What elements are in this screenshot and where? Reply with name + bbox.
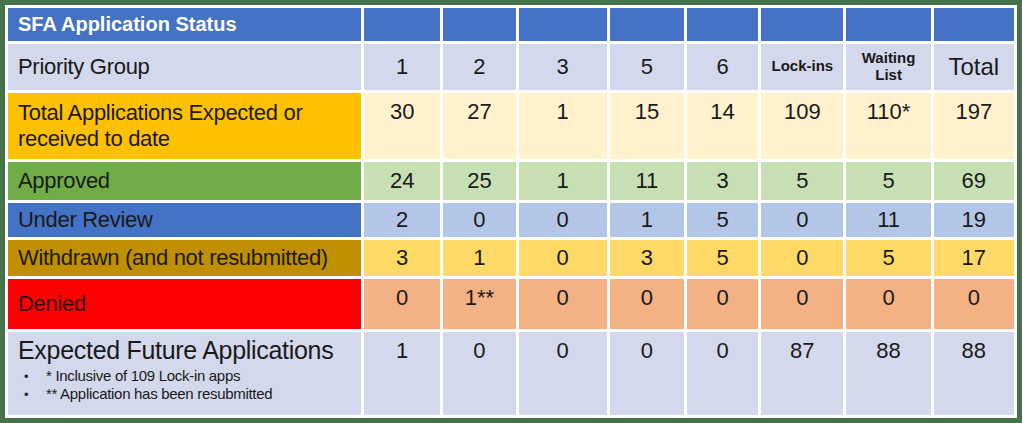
value-cell: 1 bbox=[519, 93, 607, 159]
row-label-approved: Approved bbox=[8, 162, 361, 200]
value-cell: 0 bbox=[761, 240, 843, 276]
value-cell: 0 bbox=[610, 279, 684, 329]
column-header-5: 5 bbox=[610, 44, 684, 90]
denied-row: Denied 0 1** 0 0 0 0 0 0 bbox=[8, 279, 1014, 329]
value-cell: 5 bbox=[687, 203, 758, 237]
column-header-2: 2 bbox=[443, 44, 515, 90]
value-cell: 88 bbox=[934, 332, 1014, 415]
value-cell: 0 bbox=[519, 203, 607, 237]
sfa-status-table-frame: SFA Application Status Priority Group 1 … bbox=[0, 0, 1022, 423]
row-label-total-applications: Total Applications Expected or received … bbox=[8, 93, 361, 159]
value-cell: 5 bbox=[846, 240, 930, 276]
value-cell: 0 bbox=[761, 203, 843, 237]
value-cell: 0 bbox=[610, 332, 684, 415]
value-cell: 5 bbox=[846, 162, 930, 200]
value-cell: 5 bbox=[761, 162, 843, 200]
value-cell: 1 bbox=[610, 203, 684, 237]
value-cell: 1 bbox=[519, 162, 607, 200]
value-cell: 0 bbox=[519, 279, 607, 329]
row-label-denied: Denied bbox=[8, 279, 361, 329]
value-cell: 0 bbox=[519, 332, 607, 415]
value-cell: 15 bbox=[610, 93, 684, 159]
row-label-expected-future: Expected Future Applications •* Inclusiv… bbox=[8, 332, 361, 415]
column-header-waiting-list: Waiting List bbox=[846, 44, 930, 90]
sfa-status-table: SFA Application Status Priority Group 1 … bbox=[5, 5, 1017, 418]
priority-group-header-row: Priority Group 1 2 3 5 6 Lock-ins Waitin… bbox=[8, 44, 1014, 90]
value-cell: 0 bbox=[443, 332, 515, 415]
footnote-item: •** Application has been resubmitted bbox=[24, 385, 353, 402]
value-cell: 0 bbox=[687, 279, 758, 329]
expected-future-label: Expected Future Applications bbox=[18, 336, 353, 365]
under-review-row: Under Review 2 0 0 1 5 0 11 19 bbox=[8, 203, 1014, 237]
column-header-6: 6 bbox=[687, 44, 758, 90]
value-cell: 30 bbox=[364, 93, 440, 159]
withdrawn-row: Withdrawn (and not resubmitted) 3 1 0 3 … bbox=[8, 240, 1014, 276]
approved-row: Approved 24 25 1 11 3 5 5 69 bbox=[8, 162, 1014, 200]
expected-future-row: Expected Future Applications •* Inclusiv… bbox=[8, 332, 1014, 415]
value-cell: 3 bbox=[364, 240, 440, 276]
column-header-lock-ins: Lock-ins bbox=[761, 44, 843, 90]
value-cell: 88 bbox=[846, 332, 930, 415]
row-label-under-review: Under Review bbox=[8, 203, 361, 237]
footnote-text: * Inclusive of 109 Lock-in apps bbox=[46, 367, 240, 384]
value-cell: 1** bbox=[443, 279, 515, 329]
value-cell: 11 bbox=[610, 162, 684, 200]
table-title: SFA Application Status bbox=[8, 8, 361, 41]
title-spacer-cell bbox=[761, 8, 843, 41]
value-cell: 69 bbox=[934, 162, 1014, 200]
value-cell: 14 bbox=[687, 93, 758, 159]
value-cell: 0 bbox=[846, 279, 930, 329]
value-cell: 11 bbox=[846, 203, 930, 237]
bullet-icon: • bbox=[24, 387, 46, 402]
value-cell: 3 bbox=[687, 162, 758, 200]
column-header-3: 3 bbox=[519, 44, 607, 90]
value-cell: 2 bbox=[364, 203, 440, 237]
title-spacer-cell bbox=[443, 8, 515, 41]
value-cell: 25 bbox=[443, 162, 515, 200]
value-cell: 109 bbox=[761, 93, 843, 159]
bullet-icon: • bbox=[24, 369, 46, 384]
value-cell: 3 bbox=[610, 240, 684, 276]
priority-group-label: Priority Group bbox=[8, 44, 361, 90]
value-cell: 0 bbox=[519, 240, 607, 276]
column-header-1: 1 bbox=[364, 44, 440, 90]
footnotes: •* Inclusive of 109 Lock-in apps •** App… bbox=[18, 367, 353, 402]
total-applications-row: Total Applications Expected or received … bbox=[8, 93, 1014, 159]
title-spacer-cell bbox=[364, 8, 440, 41]
title-spacer-cell bbox=[846, 8, 930, 41]
value-cell: 0 bbox=[687, 332, 758, 415]
value-cell: 0 bbox=[761, 279, 843, 329]
value-cell: 5 bbox=[687, 240, 758, 276]
value-cell: 1 bbox=[443, 240, 515, 276]
column-header-total: Total bbox=[934, 44, 1014, 90]
value-cell: 0 bbox=[443, 203, 515, 237]
row-label-withdrawn: Withdrawn (and not resubmitted) bbox=[8, 240, 361, 276]
title-spacer-cell bbox=[934, 8, 1014, 41]
value-cell: 19 bbox=[934, 203, 1014, 237]
title-spacer-cell bbox=[519, 8, 607, 41]
footnote-item: •* Inclusive of 109 Lock-in apps bbox=[24, 367, 353, 384]
value-cell: 24 bbox=[364, 162, 440, 200]
title-spacer-cell bbox=[687, 8, 758, 41]
value-cell: 0 bbox=[364, 279, 440, 329]
value-cell: 1 bbox=[364, 332, 440, 415]
value-cell: 110* bbox=[846, 93, 930, 159]
value-cell: 87 bbox=[761, 332, 843, 415]
title-spacer-cell bbox=[610, 8, 684, 41]
value-cell: 197 bbox=[934, 93, 1014, 159]
title-row: SFA Application Status bbox=[8, 8, 1014, 41]
footnote-text: ** Application has been resubmitted bbox=[46, 385, 272, 402]
value-cell: 27 bbox=[443, 93, 515, 159]
value-cell: 17 bbox=[934, 240, 1014, 276]
value-cell: 0 bbox=[934, 279, 1014, 329]
